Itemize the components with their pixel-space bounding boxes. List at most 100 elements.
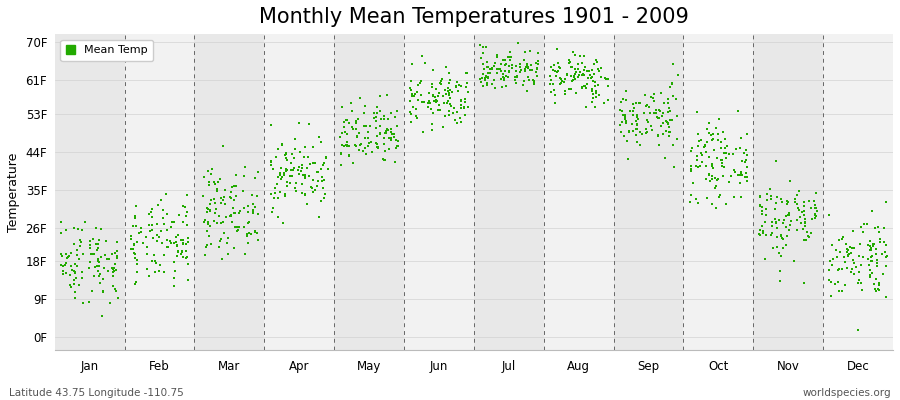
Point xyxy=(662,105,677,112)
Point xyxy=(501,69,516,75)
Point xyxy=(826,256,841,262)
Point xyxy=(271,195,285,202)
Point xyxy=(733,172,747,178)
Point xyxy=(315,178,329,184)
Point xyxy=(207,179,221,185)
Point xyxy=(176,248,190,255)
Point xyxy=(264,190,278,197)
Point xyxy=(740,130,754,137)
Point xyxy=(508,74,522,80)
Point xyxy=(513,69,527,75)
Point xyxy=(73,236,87,243)
Point xyxy=(865,258,879,264)
Point xyxy=(572,72,586,78)
Point xyxy=(104,264,119,271)
Point xyxy=(362,140,376,146)
Point xyxy=(869,246,884,252)
Point xyxy=(427,98,441,104)
Point xyxy=(505,65,519,71)
Point xyxy=(572,52,587,59)
Point xyxy=(150,202,165,208)
Point xyxy=(752,194,767,200)
Point xyxy=(695,159,709,165)
Point xyxy=(754,204,769,210)
Point xyxy=(414,92,428,98)
Point xyxy=(274,165,288,172)
Point xyxy=(334,150,348,156)
Point xyxy=(521,65,535,71)
Point xyxy=(93,279,107,286)
Point xyxy=(85,288,99,294)
Point xyxy=(68,270,82,276)
Point xyxy=(292,120,306,126)
Point xyxy=(348,120,363,126)
Point xyxy=(591,66,606,72)
Point xyxy=(369,124,383,131)
Point xyxy=(271,146,285,152)
Point xyxy=(705,176,719,182)
Point xyxy=(85,251,99,257)
Point xyxy=(55,263,69,270)
Point xyxy=(441,85,455,91)
Point xyxy=(54,262,68,268)
Point xyxy=(283,172,297,179)
Point xyxy=(684,192,698,198)
Point xyxy=(705,201,719,207)
Point xyxy=(215,256,230,262)
Point xyxy=(871,280,886,286)
Point xyxy=(520,74,535,80)
Point xyxy=(458,99,473,105)
Point xyxy=(580,68,594,74)
Point xyxy=(408,91,422,97)
Point xyxy=(454,105,468,111)
Point xyxy=(369,104,383,110)
Point xyxy=(868,288,883,294)
Point xyxy=(212,238,227,244)
Point xyxy=(822,277,836,283)
Point xyxy=(152,234,166,240)
Point xyxy=(485,81,500,88)
Point xyxy=(145,214,159,220)
Point xyxy=(650,114,664,120)
Point xyxy=(694,137,708,144)
Point xyxy=(340,130,355,137)
Point xyxy=(317,160,331,166)
Point xyxy=(835,288,850,294)
Point xyxy=(156,214,170,221)
Point xyxy=(360,128,374,135)
Point xyxy=(229,183,243,189)
Point xyxy=(88,264,103,271)
Point xyxy=(92,263,106,269)
Point xyxy=(691,200,706,206)
Point xyxy=(240,203,255,210)
Point xyxy=(128,250,142,257)
Point xyxy=(306,189,320,195)
Point xyxy=(551,60,565,66)
Point xyxy=(707,185,722,192)
Point xyxy=(832,266,847,272)
Point xyxy=(578,64,592,70)
Point xyxy=(491,54,505,60)
Point xyxy=(171,248,185,255)
Point xyxy=(202,182,217,188)
Point xyxy=(496,74,510,80)
Point xyxy=(317,195,331,201)
Point xyxy=(529,66,544,72)
Point xyxy=(94,254,108,260)
Point xyxy=(518,49,533,55)
Point xyxy=(92,237,106,243)
Point xyxy=(644,94,658,100)
Point xyxy=(589,82,603,89)
Point xyxy=(237,173,251,179)
Point xyxy=(626,108,641,114)
Point xyxy=(450,79,464,85)
Point xyxy=(657,100,671,106)
Point xyxy=(426,110,440,116)
Point xyxy=(494,61,508,67)
Point xyxy=(500,72,514,79)
Point xyxy=(768,205,782,212)
Point xyxy=(878,294,893,300)
Point xyxy=(782,212,796,218)
Point xyxy=(774,196,788,203)
Point xyxy=(109,267,123,273)
